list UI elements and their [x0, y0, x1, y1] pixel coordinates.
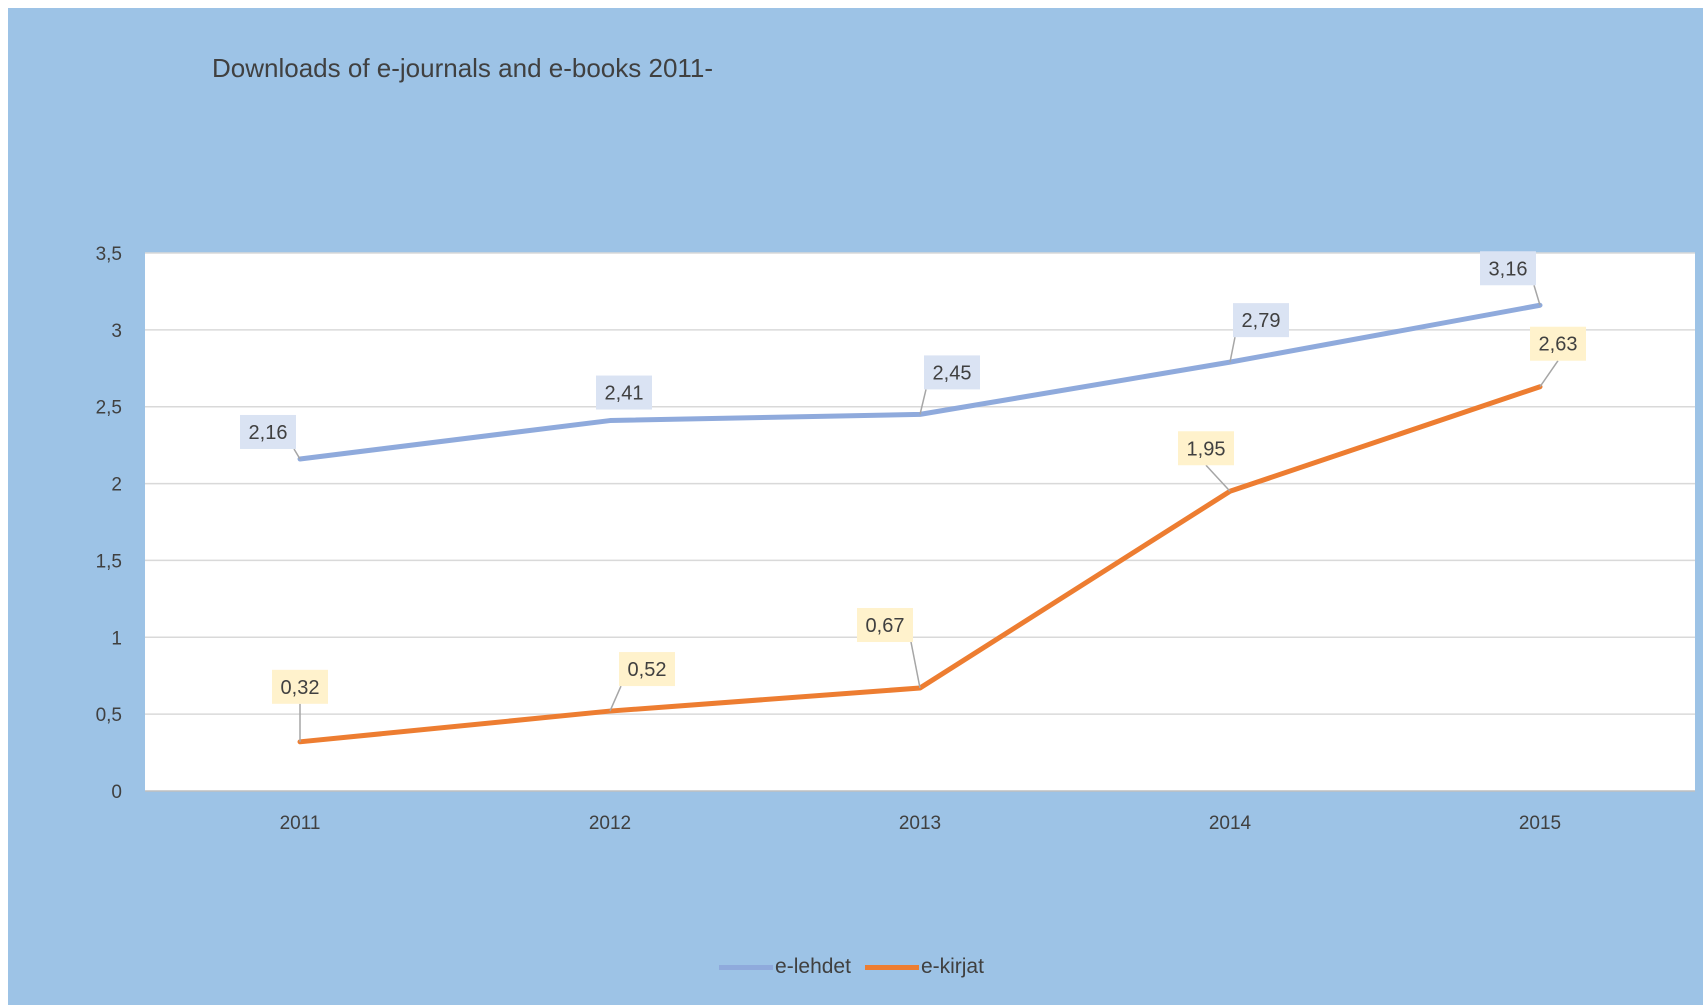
y-tick-label: 2,5 — [96, 398, 122, 419]
legend-swatch — [864, 964, 919, 970]
y-tick-label: 0 — [111, 782, 122, 803]
data-label: 2,16 — [249, 422, 288, 444]
x-tick-label: 2011 — [280, 813, 321, 834]
data-label: 0,32 — [281, 677, 320, 699]
y-tick-label: 1,5 — [96, 551, 122, 572]
data-label: 0,52 — [628, 659, 667, 681]
x-tick-label: 2014 — [1209, 813, 1252, 834]
data-label: 1,95 — [1187, 438, 1226, 460]
y-tick-label: 2 — [111, 475, 122, 496]
legend: e-lehdet e-kirjat — [0, 955, 1703, 979]
legend-item-0: e-lehdet — [719, 955, 851, 979]
y-tick-label: 1 — [111, 628, 122, 649]
x-tick-label: 2012 — [589, 813, 631, 834]
data-label-box — [857, 608, 913, 643]
data-label-box — [1178, 431, 1234, 466]
data-label-box — [1480, 251, 1536, 286]
chart-title: Downloads of e-journals and e-books 2011… — [212, 53, 714, 83]
data-label-box — [596, 375, 652, 410]
data-label-box — [1233, 303, 1289, 338]
data-label-leader — [1229, 336, 1236, 363]
data-label: 2,63 — [1539, 334, 1578, 356]
legend-label: e-kirjat — [920, 955, 984, 978]
data-label-leader — [293, 448, 301, 460]
data-label-leader — [1205, 464, 1231, 492]
x-tick-label: 2013 — [899, 813, 941, 834]
data-label: 2,41 — [605, 383, 644, 405]
data-label: 0,67 — [866, 615, 905, 637]
y-tick-label: 3,5 — [96, 244, 122, 265]
data-label-box — [272, 669, 328, 704]
data-label-leader — [910, 641, 921, 689]
data-label-box — [619, 652, 675, 687]
data-label-leader — [1539, 360, 1559, 388]
data-label-leader — [1533, 285, 1541, 306]
data-label-leader — [609, 685, 622, 712]
plot-area — [145, 253, 1695, 791]
data-label-leader — [919, 389, 927, 415]
data-label-box — [240, 414, 296, 449]
legend-item-1: e-kirjat — [864, 955, 984, 979]
legend-label: e-lehdet — [775, 955, 851, 978]
data-label-box — [1530, 326, 1586, 361]
y-tick-label: 3 — [111, 321, 122, 342]
data-label: 3,16 — [1489, 258, 1528, 280]
x-tick-label: 2015 — [1519, 813, 1561, 834]
y-tick-label: 0,5 — [96, 705, 122, 726]
data-label: 2,45 — [933, 362, 972, 384]
data-label: 2,79 — [1242, 310, 1281, 332]
legend-swatch — [719, 964, 774, 970]
data-label-box — [924, 355, 980, 390]
